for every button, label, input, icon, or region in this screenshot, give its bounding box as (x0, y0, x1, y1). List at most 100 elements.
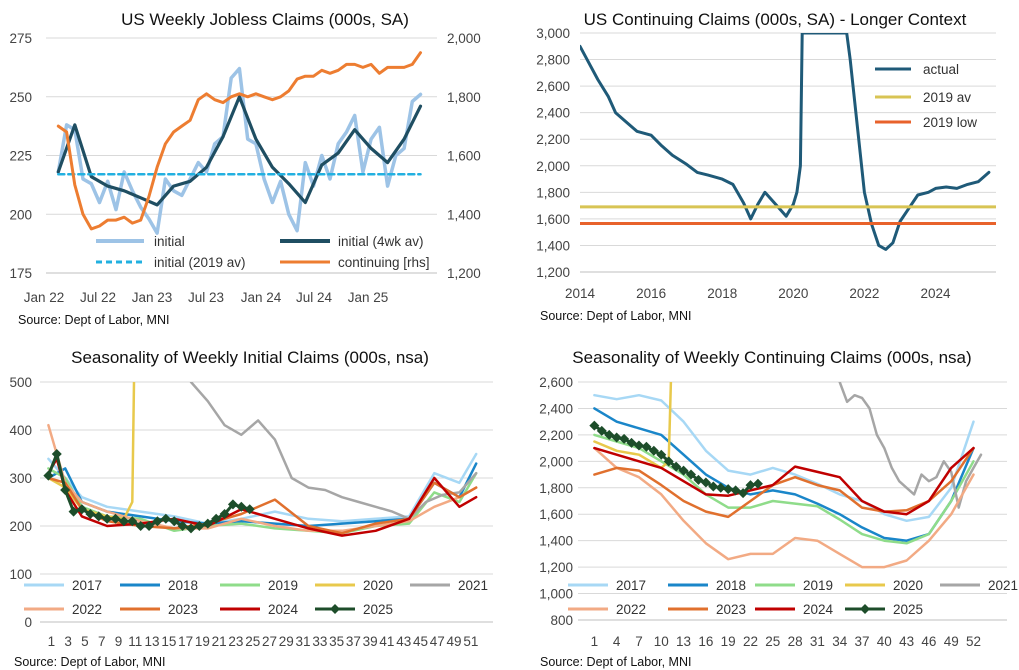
y-tick-label: 1,200 (536, 265, 570, 280)
legend-label: 2022 (72, 602, 102, 617)
x-tick-label: 29 (279, 634, 294, 649)
series-point-2025 (194, 521, 205, 531)
legend-label: 2018 (716, 578, 746, 593)
x-tick-label: 15 (161, 634, 176, 649)
legend-label: 2020 (893, 578, 923, 593)
x-tick-label: 10 (654, 634, 669, 649)
y2-tick-label: 1,800 (447, 90, 481, 105)
chart-title: US Weekly Jobless Claims (000s, SA) (121, 10, 409, 29)
x-tick-label: 5 (81, 634, 89, 649)
gridlines (46, 37, 437, 274)
x-tick-label: 21 (212, 634, 227, 649)
chart-seasonality-initial: 0 100 200 300 400 500 1 3 5 7 9 11 13 15 17 19 21 23 25 27… (0, 335, 505, 670)
gridlines (578, 381, 1007, 621)
series-point-2025 (678, 465, 689, 476)
y-tick-label: 275 (9, 31, 32, 46)
series-point-2025 (730, 485, 741, 496)
source-note: Source: Dept of Labor, MNI (540, 309, 691, 323)
x-tick-label: Jul 24 (296, 290, 333, 305)
chart-jobless-claims: 175 200 225 250 275 1,200 1,400 1,600 1,800 2,00… (0, 0, 505, 335)
y2-tick-label: 1,200 (447, 266, 481, 281)
x-tick-label: 25 (245, 634, 260, 649)
legend: actual 2019 av 2019 low (875, 62, 977, 130)
series-point-2025 (102, 513, 113, 524)
y-tick-label: 1,600 (536, 212, 570, 227)
legend-label: 2023 (716, 602, 746, 617)
series-point-2025 (589, 420, 600, 431)
series-point-2025 (152, 516, 163, 527)
y-tick-label: 2,000 (539, 454, 573, 469)
y-tick-label: 1,400 (536, 238, 570, 253)
series-point-2025 (700, 477, 711, 488)
x-tick-label: Jan 24 (241, 290, 282, 305)
legend-label: 2019 av (923, 90, 971, 105)
x-tick-label: 41 (379, 634, 394, 649)
series-lines (580, 33, 996, 251)
y-tick-label: 2,600 (536, 79, 570, 94)
series-point-2025 (51, 449, 62, 459)
series-line-2022 (47, 423, 478, 533)
series-point-2025 (169, 516, 180, 527)
series-point-2025 (708, 481, 719, 492)
chart-continuing-claims: 1,200 1,400 1,600 1,800 2,000 2,200 2,400 2,600… (510, 0, 1019, 335)
series-point-2025 (236, 501, 247, 512)
series-point-2025 (738, 488, 749, 499)
series-point-2025 (686, 469, 697, 480)
x-axis-ticks: 1 4 7 10 13 16 19 22 25 28 31 34 37 40 43 46 49 52 (591, 634, 981, 649)
chart-title: US Continuing Claims (000s, SA) - Longer… (584, 10, 967, 29)
series-line-2018 (593, 407, 975, 542)
x-tick-label: 7 (98, 634, 106, 649)
x-tick-label: 3 (64, 634, 72, 649)
series-line-2020 (47, 382, 136, 521)
series-point-2025 (93, 511, 104, 522)
legend-label: initial (4wk av) (338, 234, 424, 249)
x-tick-label: Jan 23 (132, 290, 173, 305)
x-tick-label: 51 (463, 634, 478, 649)
source-note: Source: Dept of Labor, MNI (18, 313, 169, 327)
x-tick-label: 1 (591, 634, 599, 649)
y-tick-label: 1,800 (536, 185, 570, 200)
series-point-2025 (619, 433, 630, 444)
y-tick-label: 200 (9, 207, 32, 222)
y-axis-ticks: 175 200 225 250 275 (9, 31, 32, 281)
series-point-2025 (186, 523, 196, 534)
x-tick-label: 47 (430, 634, 445, 649)
jobless-claims-plot: 175 200 225 250 275 1,200 1,400 1,600 1,800 2,00… (9, 10, 481, 327)
series-line-2021 (189, 382, 478, 521)
series-point-2025 (43, 470, 54, 481)
legend-label: actual (923, 62, 959, 77)
series-point-2025 (752, 478, 763, 489)
x-tick-label: 13 (145, 634, 160, 649)
series-line-continuing-rhs (56, 51, 422, 231)
series-point-2025 (641, 441, 652, 452)
x-tick-label: 2018 (707, 286, 737, 301)
series-line-2023 (593, 446, 975, 519)
x-tick-label: 40 (877, 634, 892, 649)
series-point-2025 (745, 480, 756, 491)
y2-axis-ticks: 1,200 1,400 1,600 1,800 2,000 (447, 31, 481, 281)
x-tick-label: 7 (635, 634, 643, 649)
x-axis-ticks: 2014 2016 2018 2020 2022 2024 (565, 286, 951, 301)
y-tick-label: 400 (9, 423, 32, 438)
series-point-2025 (648, 445, 659, 456)
x-tick-label: 31 (810, 634, 825, 649)
x-tick-label: 46 (921, 634, 936, 649)
y-tick-label: 225 (9, 149, 32, 164)
series-point-2025 (76, 504, 87, 515)
legend-label: initial (154, 234, 185, 249)
x-tick-label: 22 (743, 634, 758, 649)
x-tick-label: 28 (788, 634, 803, 649)
series-lines (589, 382, 983, 569)
legend-label: 2018 (168, 578, 198, 593)
series-point-2025 (244, 504, 255, 515)
series-point-2025 (656, 449, 667, 460)
chart-seasonality-continuing: 800 1,000 1,200 1,400 1,600 1,800 2,000 2,200 2,… (510, 335, 1019, 670)
series-point-2025 (202, 518, 213, 529)
series-point-2025 (663, 456, 674, 467)
continuing-claims-plot: 1,200 1,400 1,600 1,800 2,000 2,200 2,400 2,600… (536, 10, 996, 323)
series-point-2025 (110, 513, 121, 524)
series-line-2022 (593, 446, 975, 569)
legend-marker-2025 (330, 604, 340, 614)
y-tick-label: 1,200 (539, 560, 573, 575)
y-tick-label: 0 (24, 615, 32, 630)
